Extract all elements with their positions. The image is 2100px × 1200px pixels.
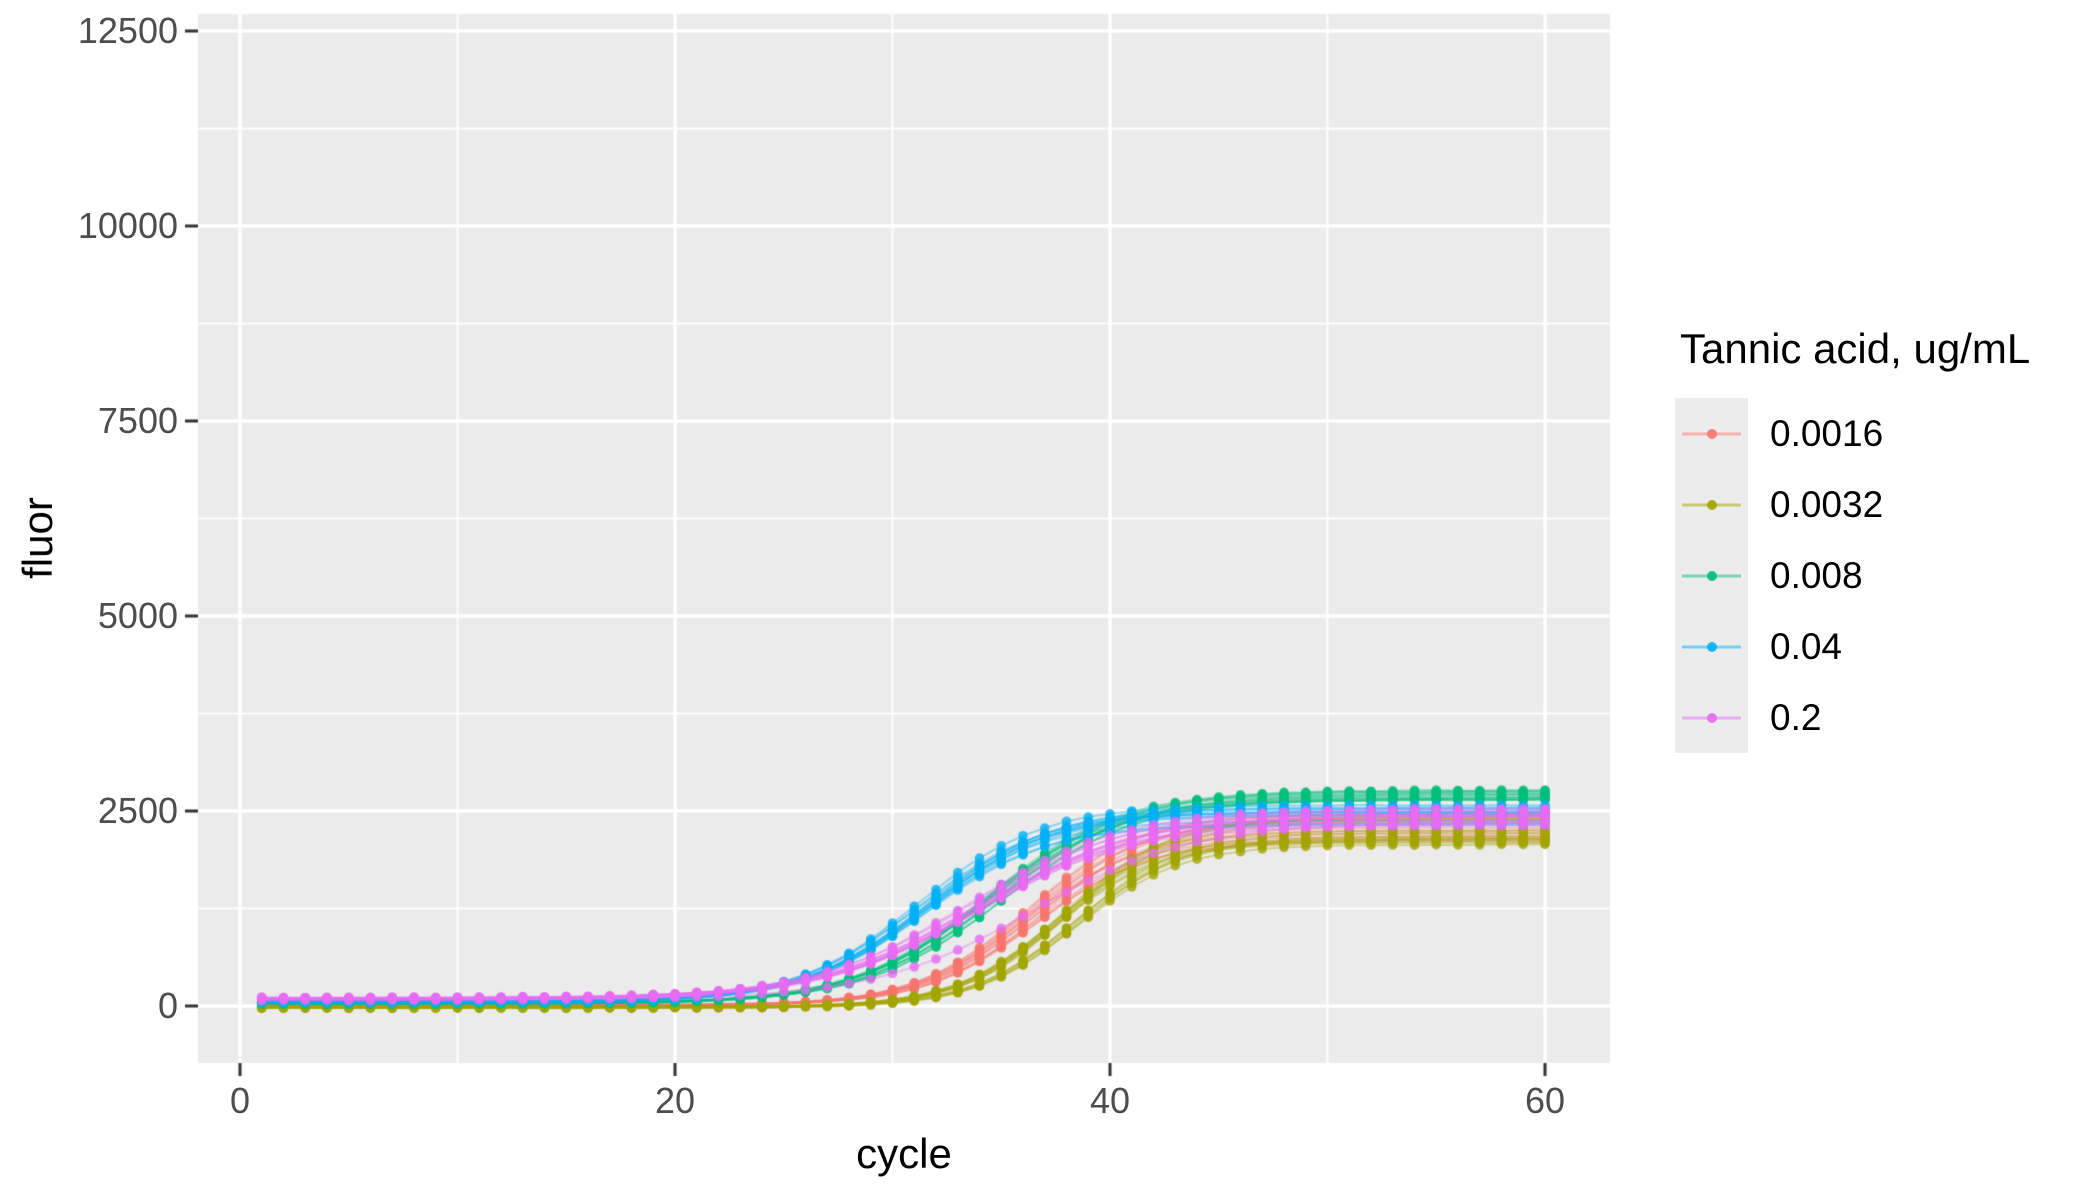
legend-key-swatch <box>1675 469 1748 540</box>
legend-key-swatch <box>1675 398 1748 469</box>
y-tick-label: 7500 <box>97 400 178 441</box>
x-tick-label: 0 <box>229 1080 251 1121</box>
legend-key-dot-icon <box>1706 428 1717 439</box>
legend-key-dot-icon <box>1706 641 1717 652</box>
legend-item-label: 0.0016 <box>1770 413 1884 454</box>
x-tick-label: 40 <box>1089 1080 1131 1121</box>
x-tick-label: 20 <box>654 1080 696 1121</box>
legend-item: 0.2 <box>1675 682 1821 753</box>
y-axis-title: fluor <box>14 497 61 579</box>
x-tick-label: 60 <box>1524 1080 1566 1121</box>
x-axis-title: cycle <box>856 1130 952 1177</box>
legend-key-swatch <box>1675 611 1748 682</box>
y-tick-label: 2500 <box>97 790 178 831</box>
legend-title: Tannic acid, ug/mL <box>1680 325 2031 372</box>
legend-item-label: 0.008 <box>1770 555 1863 596</box>
legend-item: 0.0016 <box>1675 398 1883 469</box>
legend-item-label: 0.0032 <box>1770 484 1884 525</box>
legend-item: 0.008 <box>1675 540 1863 611</box>
legend-item: 0.04 <box>1675 611 1842 682</box>
y-tick-label: 5000 <box>97 595 178 636</box>
legend-key-dot-icon <box>1706 570 1717 581</box>
legend-key-dot-icon <box>1706 499 1717 510</box>
legend-key-swatch <box>1675 682 1748 753</box>
legend-item-label: 0.04 <box>1770 626 1843 667</box>
legend-key-swatch <box>1675 540 1748 611</box>
legend-item-label: 0.2 <box>1770 697 1822 738</box>
y-tick-label: 0 <box>157 985 178 1026</box>
legend-key-dot-icon <box>1706 712 1717 723</box>
legend-item: 0.0032 <box>1675 469 1883 540</box>
y-tick-label: 10000 <box>77 205 178 246</box>
y-tick-label: 12500 <box>77 10 178 51</box>
